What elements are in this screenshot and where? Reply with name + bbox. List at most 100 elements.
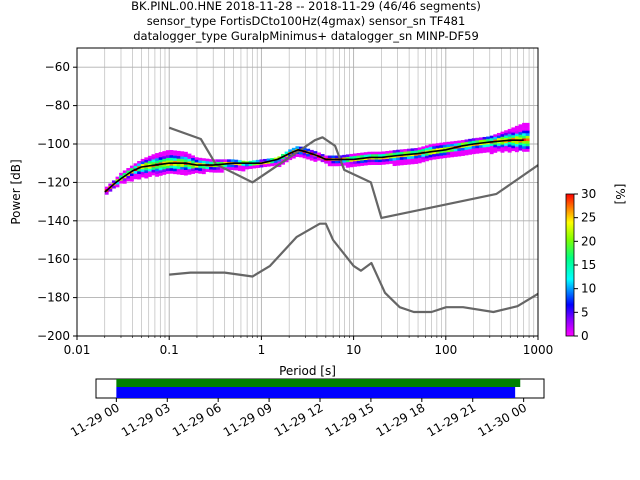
y-tick-label: −120 xyxy=(37,175,70,189)
mode-polyline xyxy=(104,139,524,193)
psd-cell xyxy=(198,157,203,161)
psd-cell xyxy=(345,164,350,168)
psd-cell xyxy=(302,152,307,156)
psd-cell xyxy=(183,170,188,173)
psd-cell xyxy=(468,144,473,147)
psd-cell xyxy=(482,139,487,143)
psd-cell xyxy=(522,128,527,131)
psd-cell xyxy=(345,157,350,160)
psd-cell xyxy=(518,147,523,151)
psd-cell xyxy=(165,165,170,169)
psd-cell xyxy=(230,167,235,171)
psd-cell xyxy=(468,149,473,153)
psd-cell xyxy=(496,135,501,139)
psd-cell xyxy=(151,167,156,171)
psd-cell xyxy=(176,158,181,162)
psd-cell xyxy=(353,153,357,157)
psd-cell xyxy=(403,151,408,155)
psd-cell xyxy=(453,140,458,144)
psd-cell xyxy=(514,136,519,140)
psd-cell xyxy=(155,155,160,159)
psd-cell xyxy=(489,138,494,142)
psd-cell xyxy=(155,160,160,164)
psd-cell xyxy=(363,159,368,163)
psd-cell xyxy=(460,150,465,154)
psd-cell xyxy=(403,154,408,158)
psd-cell xyxy=(489,143,494,147)
psd-cell xyxy=(137,160,142,164)
psd-cell xyxy=(446,141,451,145)
psd-cell xyxy=(374,162,379,165)
psd-cell xyxy=(388,160,393,164)
psd-cell xyxy=(435,150,440,154)
psd-cell xyxy=(363,162,368,166)
psd-cell xyxy=(385,153,390,157)
psd-cell xyxy=(165,170,170,174)
psd-cell xyxy=(263,164,267,168)
psd-cell xyxy=(399,162,404,166)
psd-cell xyxy=(155,153,160,156)
psd-cell xyxy=(493,144,498,148)
psd-cell xyxy=(129,176,134,179)
psd-cell xyxy=(302,155,307,159)
psd-cell xyxy=(162,156,167,160)
psd-cell xyxy=(209,166,213,170)
psd-cell xyxy=(205,161,210,165)
psd-cell xyxy=(140,164,145,167)
psd-cell xyxy=(392,160,397,164)
psd-cell xyxy=(464,142,469,145)
psd-cell xyxy=(183,159,188,163)
psd-cell xyxy=(507,131,512,135)
psd-cell xyxy=(165,168,170,172)
psd-cell xyxy=(522,141,527,144)
psd-cell xyxy=(500,142,505,145)
psd-cell xyxy=(108,183,113,187)
psd-cell xyxy=(194,162,199,166)
chart-title-line-3: datalogger_type GuralpMinimus+ datalogge… xyxy=(133,29,479,43)
psd-cell xyxy=(356,155,361,159)
psd-cell xyxy=(442,150,447,153)
psd-cell xyxy=(518,145,523,149)
psd-cell xyxy=(446,144,451,148)
psd-cell xyxy=(378,162,383,165)
psd-cell xyxy=(525,135,530,139)
psd-cell xyxy=(367,162,372,166)
psd-cell xyxy=(475,145,480,149)
psd-cell xyxy=(453,153,458,157)
psd-cell xyxy=(428,144,433,148)
psd-cell xyxy=(295,154,300,157)
psd-cell xyxy=(349,164,354,168)
psd-cell xyxy=(385,161,390,165)
psd-cell xyxy=(173,158,178,162)
psd-cell xyxy=(396,154,401,158)
psd-cell xyxy=(205,158,210,162)
psd-cell xyxy=(432,146,437,150)
psd-cell xyxy=(507,136,512,140)
psd-cell xyxy=(144,172,149,176)
psd-cell xyxy=(122,178,127,182)
psd-cell xyxy=(381,156,386,160)
y-tick-label: −160 xyxy=(37,252,70,266)
psd-cell xyxy=(396,149,401,153)
psd-cell xyxy=(133,163,138,167)
psd-cell xyxy=(176,150,181,154)
psd-cell xyxy=(266,158,271,162)
psd-cell xyxy=(241,160,246,164)
psd-cell xyxy=(219,161,224,165)
psd-cell xyxy=(187,164,192,167)
psd-cell xyxy=(147,168,152,172)
psd-cell xyxy=(363,152,368,156)
psd-cell xyxy=(165,157,170,161)
psd-cell xyxy=(183,151,188,155)
psd-cell xyxy=(392,155,397,159)
psd-cell xyxy=(306,148,311,152)
psd-cell xyxy=(406,151,411,155)
psd-cell xyxy=(288,149,293,153)
psd-cell xyxy=(522,135,527,139)
psd-cell xyxy=(158,170,163,174)
psd-cell xyxy=(439,155,444,159)
x-tick-label: 0.1 xyxy=(160,343,179,357)
psd-cell xyxy=(309,149,314,153)
psd-cell xyxy=(255,159,260,163)
psd-cell xyxy=(353,158,357,162)
